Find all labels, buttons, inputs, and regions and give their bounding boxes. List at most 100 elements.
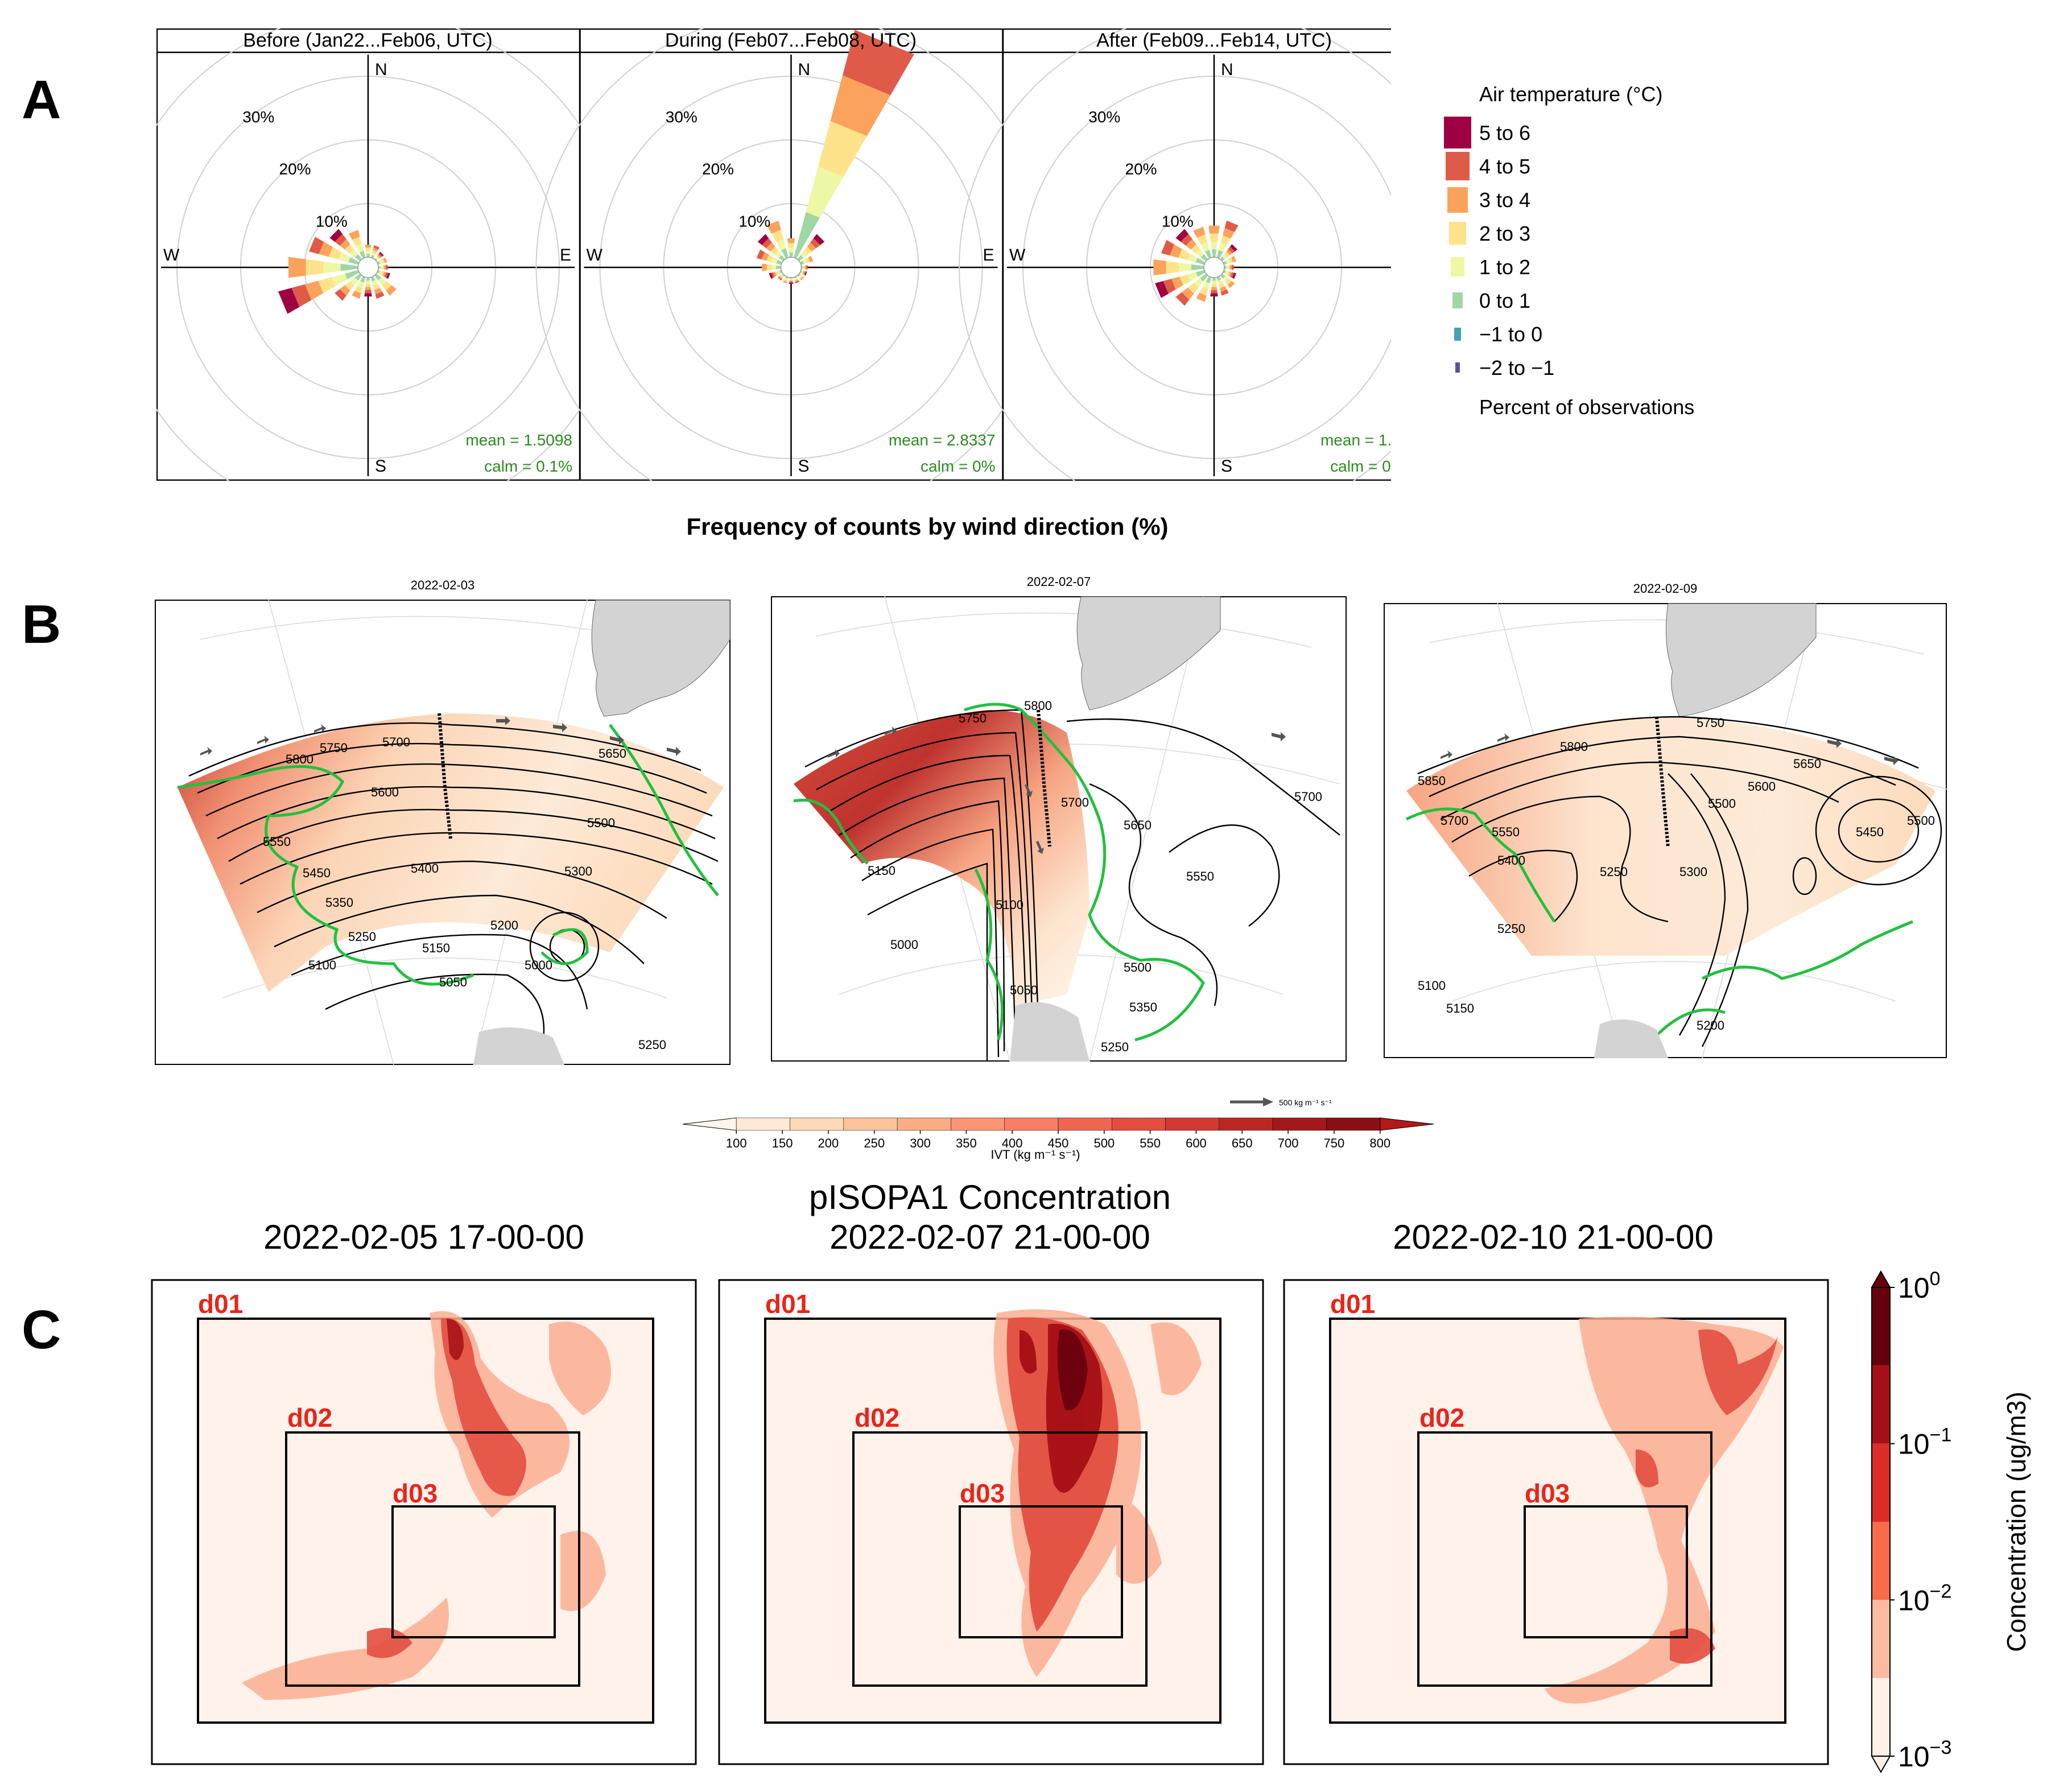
domain-d03-label: d03 bbox=[1525, 1479, 1570, 1508]
svg-text:5500: 5500 bbox=[1124, 960, 1152, 975]
compass-s: S bbox=[375, 457, 386, 476]
rose-petal-segment bbox=[345, 244, 354, 254]
ivt-tick-label: 150 bbox=[772, 1136, 793, 1150]
rose-petal-segment bbox=[1216, 276, 1221, 281]
svg-text:5400: 5400 bbox=[1497, 853, 1525, 868]
svg-text:5700: 5700 bbox=[1061, 795, 1089, 810]
rose-petal-segment bbox=[1195, 249, 1204, 258]
rose-petal-segment bbox=[782, 273, 785, 277]
c-date-3: 2022-02-10 21-00-00 bbox=[1393, 1218, 1714, 1256]
rose-petal-segment bbox=[788, 247, 794, 253]
ivt-colorbar: 500 kg m⁻¹ s⁻¹ 100 150 200 250 300 350 400 450 5… bbox=[682, 1097, 1434, 1162]
rose-petal-segment bbox=[1175, 229, 1188, 242]
rose-petal-segment bbox=[375, 257, 379, 261]
concentration-tick-label: 10−1 bbox=[1898, 1424, 1951, 1460]
rose-petal-segment bbox=[373, 245, 380, 250]
concentration-tick-label: 10−3 bbox=[1898, 1737, 1951, 1773]
svg-text:5650: 5650 bbox=[1124, 818, 1152, 832]
svg-text:5650: 5650 bbox=[1793, 757, 1821, 771]
legend-swatch bbox=[1446, 151, 1470, 181]
svg-text:5550: 5550 bbox=[1186, 869, 1214, 883]
svg-text:5300: 5300 bbox=[1679, 865, 1707, 879]
rose-petal-segment bbox=[781, 274, 785, 278]
rose-petal-segment bbox=[1224, 251, 1230, 258]
ivt-colorbar-segment bbox=[1326, 1117, 1380, 1131]
svg-text:5600: 5600 bbox=[1748, 779, 1776, 794]
rose-petal-segment bbox=[1161, 240, 1175, 256]
rose-petal-segment bbox=[1232, 265, 1234, 270]
rose-petal-segment bbox=[370, 276, 375, 282]
map-b-date-1: 2022-02-03 bbox=[410, 578, 475, 592]
legend-item-label: −1 to 0 bbox=[1479, 323, 1543, 346]
rose-petal-segment bbox=[789, 283, 794, 284]
rose-petal-segment bbox=[776, 239, 786, 250]
legend-swatch bbox=[1455, 362, 1460, 373]
rose-petal-segment bbox=[806, 265, 808, 270]
rose-petal-segment bbox=[802, 266, 804, 269]
rose-petal-segment bbox=[1211, 249, 1217, 258]
rose-petal-segment bbox=[787, 243, 795, 248]
legend-footer: Percent of observations bbox=[1479, 395, 1695, 419]
legend-swatch bbox=[1444, 117, 1471, 148]
rose-petal-segment bbox=[1155, 280, 1169, 298]
svg-text:5250: 5250 bbox=[348, 930, 376, 944]
radial-label: 20% bbox=[1125, 160, 1157, 178]
rose-petal-segment bbox=[830, 75, 891, 137]
ivt-tick-label: 300 bbox=[910, 1136, 931, 1150]
svg-text:5150: 5150 bbox=[422, 941, 450, 955]
rose-petal-segment bbox=[348, 257, 360, 265]
ivt-colorbar-segment bbox=[1165, 1117, 1220, 1131]
rose-petal-segment bbox=[1230, 244, 1237, 251]
rose-petal-segment bbox=[373, 247, 378, 252]
rose-petal-segment bbox=[1200, 273, 1208, 282]
rose-calm: calm = 0% bbox=[921, 457, 996, 475]
rose-petal-segment bbox=[776, 265, 781, 270]
rose-petal-segment bbox=[1210, 293, 1218, 297]
rose-petal-segment bbox=[1178, 262, 1191, 272]
rose-petal-segment bbox=[810, 238, 820, 249]
rose-petal-segment bbox=[1223, 228, 1235, 239]
rose-petal-segment bbox=[309, 237, 324, 254]
rose-petal-segment bbox=[802, 271, 806, 275]
svg-text:5750: 5750 bbox=[1697, 716, 1724, 730]
ivt-map-3: 5850 5800 5750 5700 5650 5600 5550 5500 5500 5… bbox=[1384, 603, 1947, 1058]
radial-label: 10% bbox=[738, 212, 770, 230]
rose-petal-segment bbox=[378, 277, 387, 286]
wind-rose-0: N E S W 10% 20% 30% mean = 1.5098 calm = 0.1% bbox=[113, 12, 624, 523]
rose-petal-segment bbox=[304, 280, 324, 300]
rose-petal-segment bbox=[364, 293, 372, 297]
rose-petal-segment bbox=[1163, 279, 1176, 294]
ivt-tick-label: 500 bbox=[1093, 1136, 1115, 1150]
ivt-colorbar-label: IVT (kg m⁻¹ s⁻¹) bbox=[991, 1147, 1080, 1162]
domain-d01-label: d01 bbox=[765, 1289, 810, 1319]
rose-petal-segment bbox=[357, 281, 364, 288]
rose-petal-segment bbox=[1220, 235, 1231, 246]
rose-petal-segment bbox=[773, 271, 777, 277]
svg-text:5500: 5500 bbox=[1907, 814, 1935, 828]
conc-map-3: d01 d02 d03 bbox=[1283, 1279, 1829, 1765]
conc-map-2: d01 d02 d03 bbox=[718, 1279, 1264, 1765]
rose-petal-segment bbox=[803, 271, 806, 275]
rose-petal-segment bbox=[771, 229, 784, 242]
rose-petal-segment bbox=[345, 281, 354, 291]
rose-petal-segment bbox=[799, 275, 803, 279]
ivt-tick-label: 750 bbox=[1324, 1136, 1345, 1150]
rose-petal-segment bbox=[762, 263, 767, 271]
svg-text:5500: 5500 bbox=[1708, 796, 1736, 811]
svg-text:5700: 5700 bbox=[1441, 814, 1468, 828]
legend-item-label: −2 to −1 bbox=[1479, 356, 1555, 379]
concentration-colorbar-segment bbox=[1872, 1365, 1890, 1444]
rose-petal-segment bbox=[365, 283, 371, 287]
ivt-tick-label: 800 bbox=[1369, 1136, 1390, 1150]
rose-petal-segment bbox=[781, 248, 789, 259]
rose-petal-segment bbox=[1175, 292, 1190, 306]
rose-petal-segment bbox=[1187, 253, 1198, 263]
panel-label-b: B bbox=[22, 594, 61, 655]
svg-text:5100: 5100 bbox=[308, 958, 336, 972]
rose-petal-segment bbox=[803, 265, 806, 270]
svg-text:5250: 5250 bbox=[638, 1038, 666, 1052]
rose-petal-segment bbox=[318, 277, 336, 294]
legend-swatch bbox=[1454, 327, 1461, 341]
rose-petal-segment bbox=[348, 229, 360, 240]
rose-petal-segment bbox=[366, 280, 370, 284]
